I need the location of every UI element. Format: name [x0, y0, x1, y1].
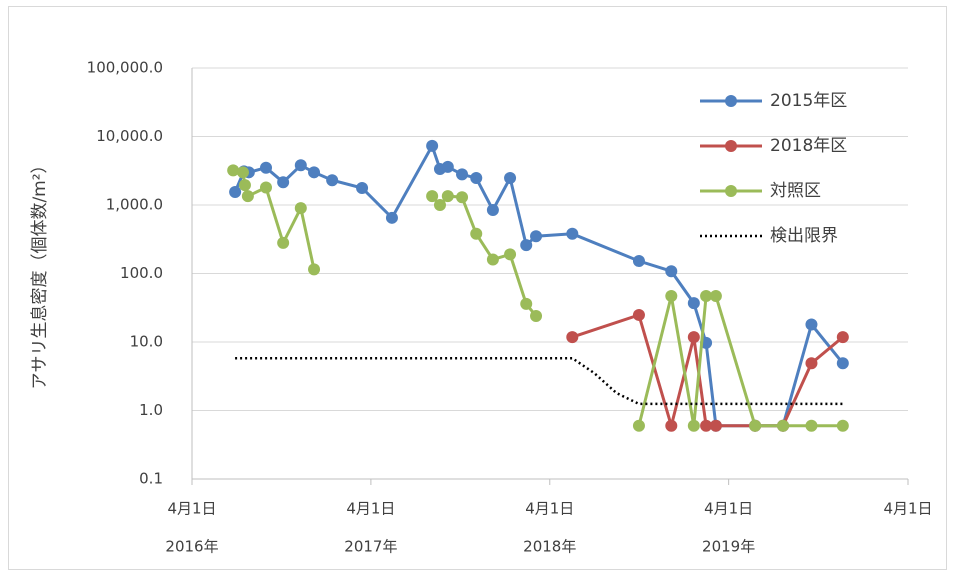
legend-label: 2018年区: [770, 136, 847, 156]
data-point: [709, 419, 722, 432]
data-point: [665, 289, 678, 302]
data-point: [456, 168, 469, 181]
data-point: [486, 204, 499, 217]
data-point: [709, 289, 722, 302]
legend-label: 2015年区: [770, 91, 847, 111]
data-point: [236, 166, 249, 179]
data-point: [294, 202, 307, 215]
data-point: [326, 174, 339, 187]
data-point: [504, 248, 517, 261]
data-point: [308, 166, 321, 179]
data-point: [441, 160, 454, 173]
data-point: [520, 297, 533, 310]
y-tick-label: 100.0: [120, 264, 163, 282]
y-tick-label: 10.0: [130, 333, 163, 351]
data-point: [277, 176, 290, 189]
data-point: [433, 199, 446, 211]
x-tick-label: 4月1日: [525, 500, 574, 518]
series-line: [235, 356, 843, 406]
y-tick-label: 1,000.0: [106, 196, 163, 214]
legend-marker: [725, 140, 737, 152]
data-point: [700, 289, 713, 302]
data-point: [356, 182, 369, 195]
data-point: [836, 419, 849, 432]
x-tick-label: 4月1日: [346, 500, 395, 518]
data-point: [805, 318, 818, 331]
data-point: [805, 357, 818, 370]
data-point: [665, 419, 678, 432]
data-point: [530, 230, 543, 243]
data-point: [229, 185, 242, 198]
data-point: [687, 331, 700, 344]
data-point: [294, 159, 307, 172]
chart-frame: [8, 6, 947, 570]
data-point: [530, 309, 543, 322]
y-tick-label: 10,000.0: [96, 127, 163, 145]
data-point: [777, 419, 790, 432]
data-point: [277, 236, 290, 249]
data-point: [687, 419, 700, 432]
data-point: [520, 239, 533, 252]
data-point: [687, 297, 700, 310]
data-point: [566, 227, 579, 240]
data-point: [665, 265, 678, 278]
data-point: [308, 263, 321, 276]
x-tick-year: 2017年: [344, 538, 397, 556]
x-tick-label: 4月1日: [167, 500, 216, 518]
x-tick-year: 2016年: [165, 538, 218, 556]
legend-marker: [725, 185, 737, 197]
x-tick-year: 2018年: [523, 538, 576, 556]
data-point: [238, 179, 251, 192]
x-tick-year: 2019年: [702, 538, 755, 556]
x-tick-label: 4月1日: [704, 500, 753, 518]
data-point: [241, 190, 254, 203]
data-point: [632, 255, 645, 268]
y-tick-label: 1.0: [139, 401, 163, 419]
data-point: [456, 191, 469, 204]
legend-marker: [725, 95, 737, 107]
y-tick-label: 0.1: [139, 470, 163, 488]
data-point: [426, 139, 439, 152]
data-point: [566, 331, 579, 344]
data-point: [385, 211, 398, 224]
y-axis-title: アサリ生息密度（個体数/m²）: [30, 156, 50, 389]
legend-label: 対照区: [770, 181, 821, 201]
data-point: [486, 253, 499, 266]
data-point: [836, 331, 849, 344]
y-tick-label: 100,000.0: [87, 59, 163, 77]
data-point: [426, 190, 439, 203]
data-point: [260, 181, 273, 194]
data-point: [470, 171, 483, 184]
data-point: [632, 419, 645, 432]
data-point: [749, 419, 762, 432]
x-tick-label: 4月1日: [883, 500, 932, 518]
data-point: [260, 161, 273, 174]
data-point: [805, 419, 818, 432]
data-point: [227, 164, 240, 177]
data-point: [700, 419, 713, 432]
data-point: [632, 308, 645, 321]
data-point: [441, 190, 454, 203]
data-point: [836, 357, 849, 370]
data-point: [504, 171, 517, 184]
data-point: [470, 227, 483, 240]
legend-label: 検出限界: [770, 226, 838, 246]
